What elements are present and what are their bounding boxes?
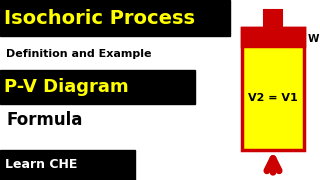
- Bar: [242, 28, 304, 46]
- Text: Formula: Formula: [6, 111, 82, 129]
- Text: Learn CHE: Learn CHE: [5, 159, 77, 172]
- Bar: [242, 28, 304, 150]
- Bar: [0, 150, 135, 180]
- Text: Isochoric Process: Isochoric Process: [4, 8, 195, 28]
- Bar: [264, 10, 282, 28]
- Text: W = 0: W = 0: [308, 34, 320, 44]
- Bar: [0, 70, 195, 104]
- Text: Q: Q: [270, 178, 280, 180]
- Text: V2 = V1: V2 = V1: [248, 93, 298, 103]
- Text: P-V Diagram: P-V Diagram: [4, 78, 129, 96]
- Bar: [0, 0, 230, 36]
- Text: Definition and Example: Definition and Example: [6, 49, 151, 59]
